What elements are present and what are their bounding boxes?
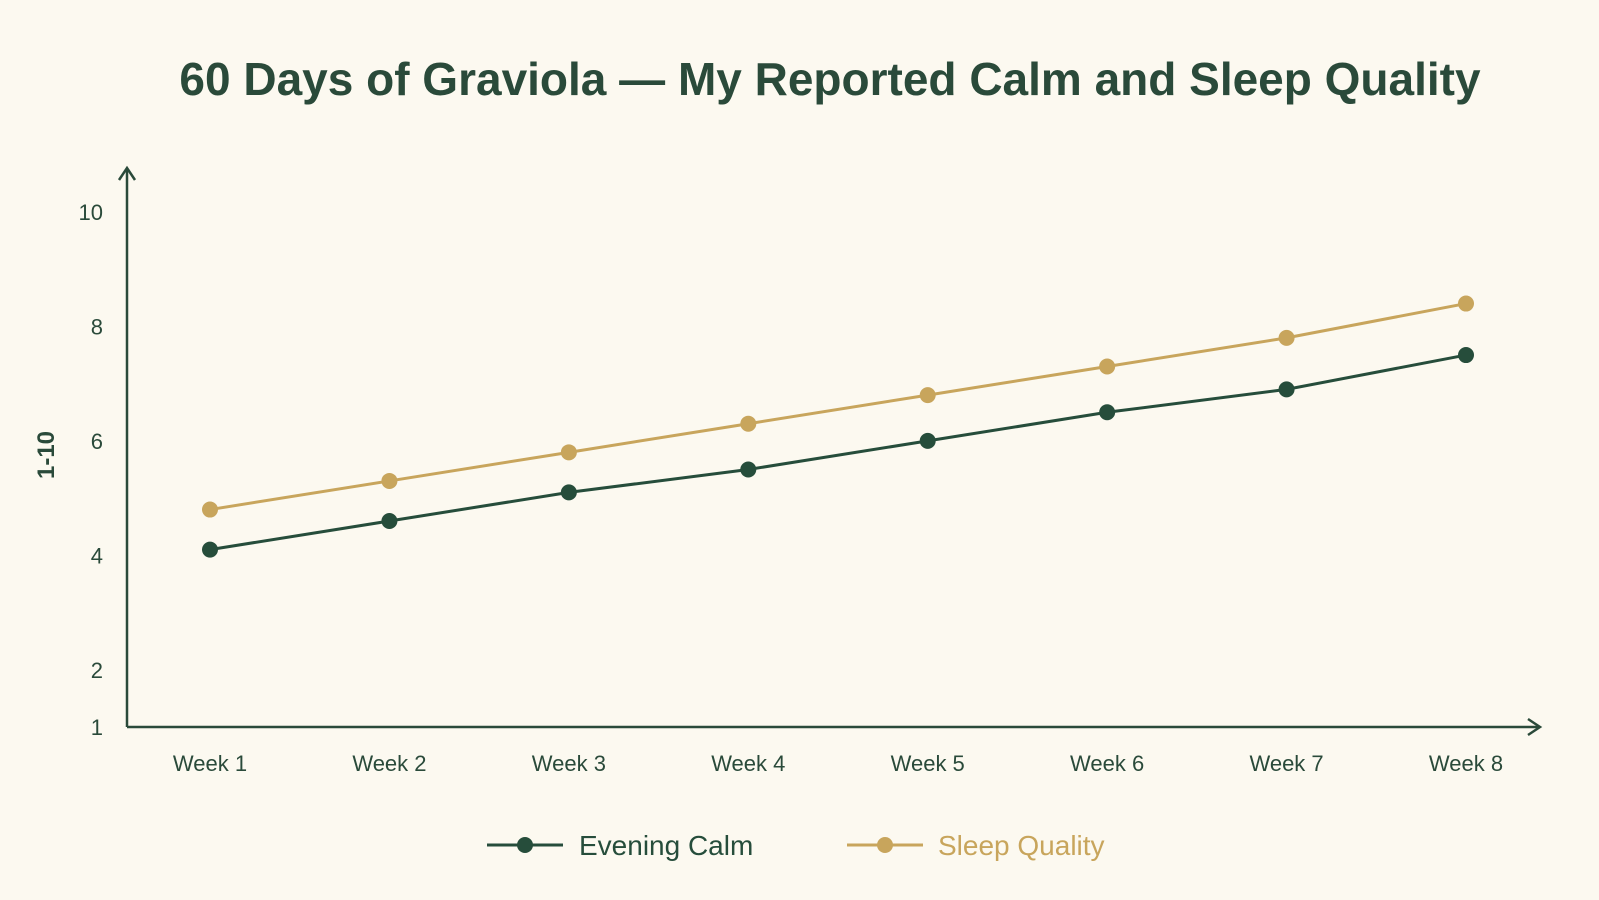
y-tick-label: 4	[91, 543, 103, 568]
data-point	[740, 415, 757, 432]
chart-title: 60 Days of Graviola — My Reported Calm a…	[179, 53, 1481, 105]
y-tick-label: 10	[79, 200, 103, 225]
x-tick-label: Week 5	[891, 751, 965, 776]
legend-item: Evening Calm	[487, 830, 753, 861]
data-point	[1278, 329, 1295, 346]
legend: Evening Calm Sleep Quality	[487, 830, 1105, 861]
data-point	[919, 432, 936, 449]
x-tick-label: Week 3	[532, 751, 606, 776]
legend-label: Evening Calm	[579, 830, 753, 861]
x-tick-label: Week 7	[1249, 751, 1323, 776]
x-tick-label: Week 8	[1429, 751, 1503, 776]
legend-item: Sleep Quality	[847, 830, 1105, 861]
y-axis-title: 1-10	[33, 431, 60, 479]
data-point	[381, 472, 398, 489]
series-evening-calm	[202, 347, 1474, 558]
x-tick-label: Week 4	[711, 751, 785, 776]
data-point	[1099, 404, 1116, 421]
data-point	[1458, 295, 1474, 312]
data-point	[560, 484, 577, 501]
data-point	[919, 387, 936, 404]
data-point	[381, 513, 398, 529]
y-axis-arrow	[117, 165, 137, 181]
axes	[117, 165, 1543, 737]
data-point	[1458, 347, 1474, 364]
data-point	[560, 444, 577, 461]
y-tick-label: 8	[91, 314, 103, 339]
legend-swatch-marker	[877, 837, 893, 853]
data-point	[202, 501, 218, 518]
data-point	[1278, 381, 1295, 398]
series-sleep-quality	[202, 295, 1474, 518]
x-tick-label: Week 1	[173, 751, 247, 776]
data-point	[202, 541, 218, 558]
y-tick-label: 6	[91, 429, 103, 454]
data-point	[740, 461, 757, 478]
x-tick-label: Week 6	[1070, 751, 1144, 776]
data-point	[1099, 358, 1116, 375]
y-tick-label: 1	[91, 715, 103, 740]
series-line	[209, 302, 1467, 512]
y-tick-label: 2	[91, 658, 103, 683]
x-tick-labels: Week 1 Week 2 Week 3 Week 4 Week 5 Week 6 Week…	[173, 751, 1503, 776]
legend-label: Sleep Quality	[938, 830, 1105, 861]
series-layer	[202, 295, 1474, 558]
x-axis-arrow	[1527, 717, 1543, 737]
y-tick-labels: 1 2 4 6 8 10	[79, 200, 103, 740]
series-line	[209, 353, 1467, 552]
legend-swatch-marker	[517, 837, 533, 853]
x-tick-label: Week 2	[352, 751, 426, 776]
